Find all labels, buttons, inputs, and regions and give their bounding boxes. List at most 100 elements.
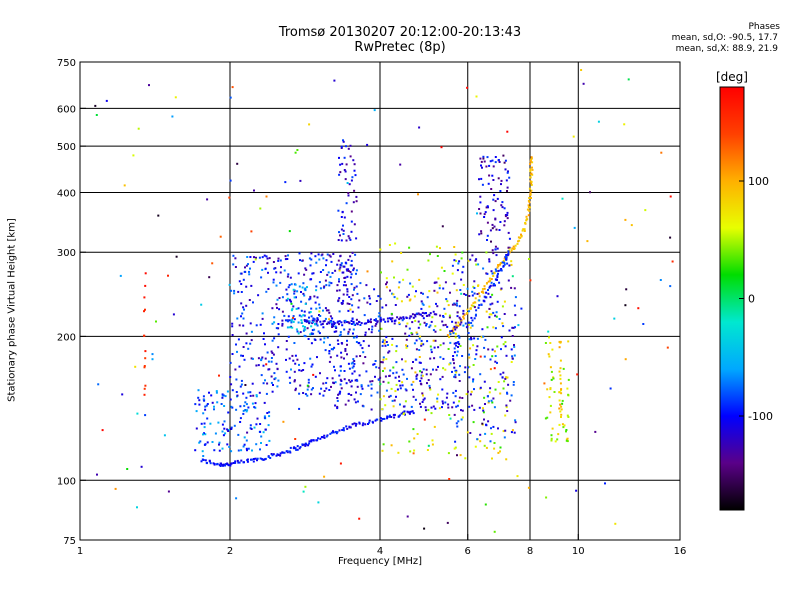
echo-point-64 (279, 454, 282, 457)
echo-point-1731 (495, 311, 498, 314)
echo-point-991 (322, 309, 324, 312)
echo-point-605 (333, 365, 335, 368)
echo-point-1540 (485, 310, 488, 313)
echo-point-976 (249, 267, 251, 270)
echo-point-253 (419, 313, 422, 316)
echo-point-2008 (566, 437, 569, 440)
echo-point-1797 (505, 255, 507, 258)
echo-point-888 (302, 369, 305, 371)
echo-point-1883 (507, 383, 510, 386)
echo-point-1098 (418, 349, 421, 351)
echo-point-552 (218, 449, 221, 452)
echo-point-1111 (441, 375, 444, 378)
echo-point-1652 (409, 450, 412, 453)
echo-point-1568 (385, 277, 388, 280)
echo-point-1631 (497, 451, 500, 454)
echo-point-966 (339, 263, 342, 266)
echo-point-1597 (419, 370, 422, 373)
echo-point-1409 (336, 284, 339, 287)
echo-point-1665 (477, 284, 480, 287)
echo-point-429 (500, 269, 503, 272)
echo-point-472 (221, 396, 224, 399)
y-tick-label-0: 75 (63, 536, 76, 547)
x-tick-label-3: 6 (465, 546, 471, 557)
echo-point-800 (333, 330, 336, 333)
echo-point-1849 (471, 254, 474, 257)
echo-point-768 (319, 271, 322, 273)
echo-points (94, 69, 674, 533)
echo-point-58 (270, 453, 273, 455)
echo-point-154 (398, 414, 401, 417)
echo-point-111 (335, 432, 338, 435)
echo-point-142 (381, 418, 384, 420)
echo-point-1637 (447, 348, 450, 350)
echo-point-531 (203, 432, 205, 435)
echo-point-1827 (452, 355, 455, 357)
echo-point-1310 (455, 369, 458, 372)
echo-point-2019 (552, 376, 555, 379)
echo-point-956 (293, 318, 296, 321)
echo-point-1617 (428, 290, 431, 293)
echo-point-525 (204, 433, 207, 436)
echo-point-1128 (453, 325, 456, 328)
echo-point-1176 (382, 339, 385, 342)
echo-point-1266 (430, 320, 433, 323)
echo-point-1007 (328, 360, 331, 363)
echo-point-2056 (561, 197, 564, 200)
echo-point-919 (351, 317, 354, 320)
echo-point-282 (462, 315, 465, 318)
echo-point-1519 (439, 344, 442, 347)
echo-point-76 (293, 446, 296, 449)
echo-point-1339 (414, 398, 417, 401)
echo-point-1194 (428, 386, 431, 389)
echo-point-2078 (206, 198, 209, 201)
echo-point-1453 (338, 173, 341, 176)
echo-point-1410 (417, 326, 420, 329)
echo-point-2189 (96, 473, 98, 476)
echo-point-1933 (498, 229, 501, 231)
echo-point-1174 (346, 290, 349, 293)
echo-point-955 (281, 310, 284, 313)
echo-point-199 (340, 321, 343, 324)
echo-point-1684 (493, 442, 496, 444)
echo-point-2116 (95, 114, 98, 116)
echo-point-1113 (423, 321, 426, 324)
echo-point-170 (303, 319, 306, 321)
echo-point-1167 (421, 392, 424, 395)
echo-point-1474 (339, 171, 342, 174)
echo-point-1612 (490, 432, 493, 435)
echo-point-2214 (559, 340, 562, 343)
echo-point-687 (318, 332, 321, 335)
echo-point-1395 (410, 383, 413, 386)
echo-point-1062 (304, 335, 307, 338)
echo-point-132 (367, 423, 369, 425)
echo-point-553 (239, 405, 242, 408)
echo-point-838 (310, 332, 313, 335)
echo-point-1325 (368, 328, 370, 331)
echo-point-1119 (391, 292, 394, 295)
echo-point-1172 (437, 365, 439, 368)
echo-point-2029 (550, 370, 553, 373)
echo-point-2108 (613, 317, 616, 320)
echo-point-666 (298, 369, 301, 372)
echo-point-1483 (349, 255, 352, 258)
echo-point-2083 (208, 276, 211, 279)
echo-point-549 (204, 405, 207, 408)
echo-point-2053 (475, 95, 478, 98)
echo-point-661 (298, 314, 301, 317)
echo-point-1994 (550, 434, 553, 437)
echo-point-2062 (586, 240, 589, 243)
echo-point-1501 (454, 446, 457, 449)
echo-point-383 (529, 170, 532, 173)
echo-point-540 (263, 401, 266, 404)
echo-point-1704 (461, 355, 464, 357)
echo-point-2057 (167, 274, 169, 277)
echo-point-1676 (496, 345, 499, 348)
echo-point-1154 (352, 332, 354, 335)
echo-point-1067 (286, 297, 289, 300)
echo-point-1455 (354, 253, 357, 256)
echo-point-664 (326, 336, 329, 339)
echo-point-484 (233, 424, 236, 427)
echo-point-1735 (505, 404, 508, 407)
echo-point-1464 (341, 162, 344, 165)
